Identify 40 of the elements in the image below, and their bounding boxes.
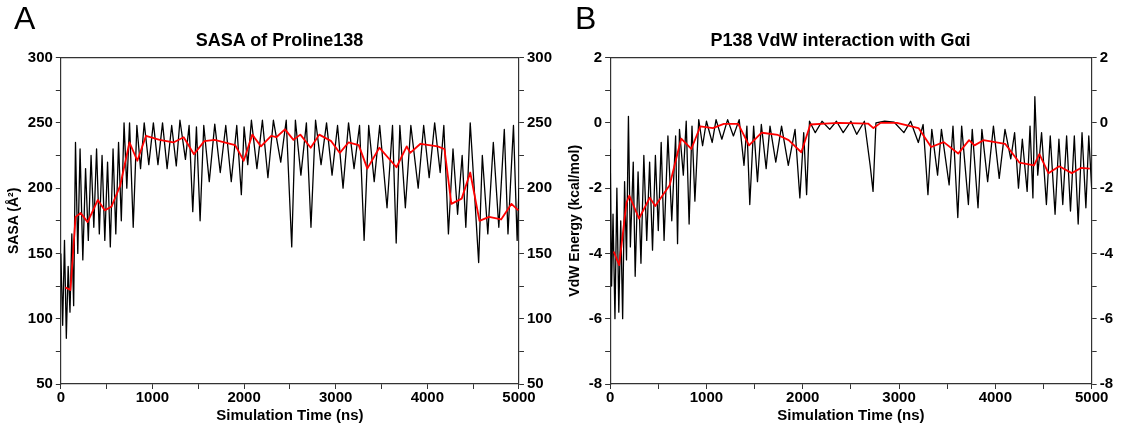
- x-axis-title: Simulation Time (ns): [216, 406, 364, 424]
- y-tick-label: 50: [36, 374, 53, 392]
- x-tick-label: 1000: [689, 388, 724, 406]
- x-axis-title: Simulation Time (ns): [777, 406, 925, 424]
- chart-title: SASA of Proline138: [195, 29, 364, 50]
- y2-tick-label: 200: [526, 178, 552, 196]
- x-tick-label: 4000: [410, 388, 445, 406]
- y2-tick-label: 250: [526, 113, 552, 131]
- x-tick-label: 0: [605, 388, 615, 406]
- y-tick-label: 150: [27, 243, 53, 261]
- y-tick-label: 2: [593, 47, 603, 65]
- y-tick-label: -8: [588, 374, 603, 392]
- y2-tick-label: -4: [1099, 243, 1114, 261]
- y-tick-label: 0: [593, 113, 603, 131]
- x-tick-label: 2000: [227, 388, 261, 406]
- y-tick-label: 100: [27, 308, 53, 326]
- x-tick-label: 4000: [978, 388, 1013, 406]
- y-tick-label: -4: [588, 243, 603, 261]
- y2-tick-label: 300: [526, 47, 552, 65]
- y2-tick-label: -2: [1099, 178, 1114, 196]
- y-tick-label: 200: [27, 178, 53, 196]
- y-tick-label: -6: [588, 308, 603, 326]
- y-axis-title: SASA (Å²): [5, 187, 22, 254]
- y-axis-title: VdW Energy (kcal/mol): [566, 144, 583, 297]
- x-tick-label: 3000: [319, 388, 353, 406]
- y-tick-label: -2: [588, 178, 603, 196]
- y2-tick-label: 0: [1099, 113, 1109, 131]
- x-tick-label: 3000: [882, 388, 916, 406]
- y-tick-label: 300: [27, 47, 53, 65]
- y2-tick-label: 150: [526, 243, 552, 261]
- y2-tick-label: -6: [1099, 308, 1114, 326]
- y2-tick-label: 100: [526, 308, 552, 326]
- x-tick-label: 2000: [786, 388, 820, 406]
- text: A: [14, 0, 36, 36]
- y-tick-label: 250: [27, 113, 53, 131]
- x-tick-label: 0: [56, 388, 65, 406]
- x-tick-label: 1000: [135, 388, 170, 406]
- text: B: [575, 0, 597, 36]
- chart-title: P138 VdW interaction with Gαi: [710, 29, 971, 50]
- y2-tick-label: 2: [1099, 47, 1109, 65]
